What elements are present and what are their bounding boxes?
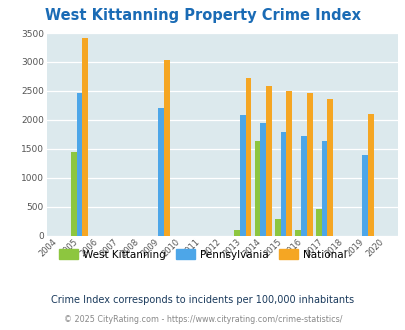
Bar [82,38,88,236]
Bar [315,209,321,236]
Bar [274,219,280,236]
Bar [286,91,291,236]
Bar [306,93,312,236]
Bar [245,78,251,236]
Bar [70,152,76,236]
Bar [265,86,271,236]
Bar [361,155,367,236]
Bar [280,132,286,236]
Bar [367,114,373,236]
Text: West Kittanning Property Crime Index: West Kittanning Property Crime Index [45,8,360,23]
Bar [260,123,265,236]
Bar [239,115,245,236]
Bar [158,108,164,236]
Bar [295,230,301,236]
Bar [164,60,169,236]
Bar [76,93,82,236]
Text: © 2025 CityRating.com - https://www.cityrating.com/crime-statistics/: © 2025 CityRating.com - https://www.city… [64,315,341,324]
Bar [254,142,260,236]
Bar [234,230,239,236]
Legend: West Kittanning, Pennsylvania, National: West Kittanning, Pennsylvania, National [55,245,350,264]
Bar [326,99,332,236]
Text: Crime Index corresponds to incidents per 100,000 inhabitants: Crime Index corresponds to incidents per… [51,295,354,305]
Bar [321,142,326,236]
Bar [301,136,306,236]
